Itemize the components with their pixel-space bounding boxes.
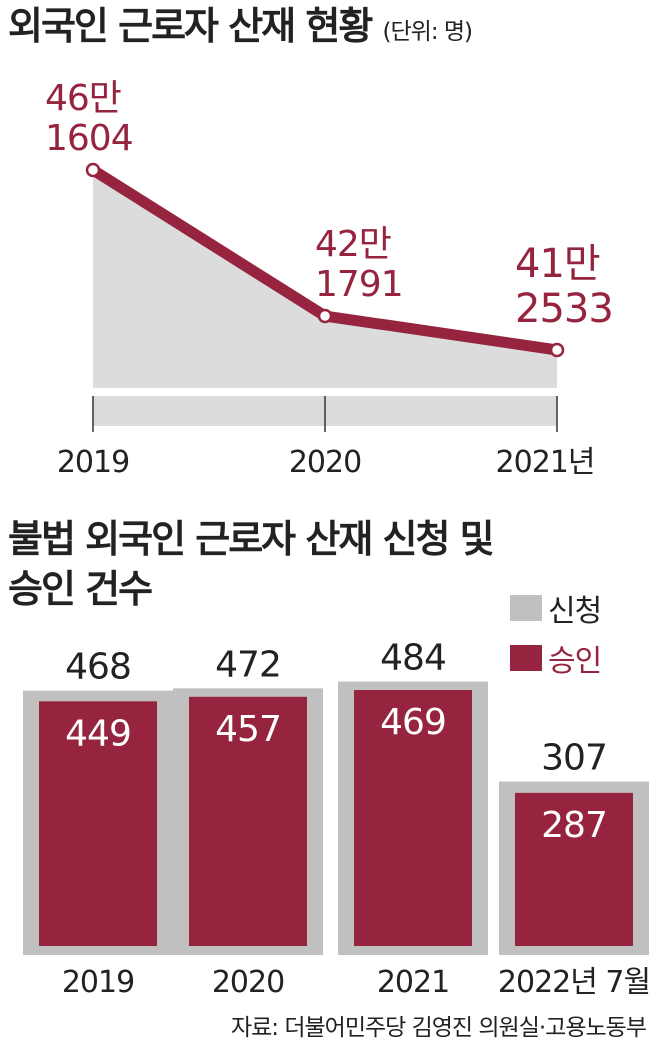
legend-item-applied: 신청 [510,586,602,630]
bar-category-label-0: 2019 [62,965,134,1000]
x-tick-label-1: 2020 [289,445,361,480]
value-label-1-top: 42만 [315,224,391,265]
bar-approved-0 [39,701,157,946]
x-tick-label-2: 2021년 [496,445,595,480]
bar-approved-2 [354,690,472,946]
bar-category-label-1: 2020 [212,965,284,1000]
bar-label-applied-0: 468 [65,647,131,688]
chart2-title: 불법 외국인 근로자 산재 신청 및 승인 건수 [8,514,495,614]
bar-approved-1 [189,696,307,946]
value-label-2-bottom: 2533 [515,286,613,332]
legend-item-approved: 승인 [510,636,602,680]
chart1-title: 외국인 근로자 산재 현황 (단위: 명) [8,4,473,48]
value-label-1-bottom: 1791 [315,264,403,305]
bar-label-approved-0: 449 [65,713,131,754]
legend-swatch-applied [510,595,542,621]
bar-label-applied-2: 484 [380,638,446,679]
data-point-2021년 [549,342,565,358]
bar-label-approved-3: 287 [541,805,607,846]
legend-label-approved: 승인 [548,644,602,679]
value-label-0-top: 46만 [45,78,121,119]
bar-label-approved-2: 469 [380,702,446,743]
bar-approved-3 [515,792,633,946]
chart1-unit: (단위: 명) [382,19,473,45]
bar-label-applied-1: 472 [215,644,281,685]
x-tick-label-0: 2019 [57,445,129,480]
value-label-2-top: 41만 [515,241,600,287]
bar-category-label-3: 2022년 7월 [498,965,650,1000]
chart2-title-line-2: 승인 건수 [8,567,153,611]
bar-category-label-2: 2021 [377,965,449,1000]
source-note: 자료: 더불어민주당 김영진 의원실·고용노동부 [230,1015,647,1041]
chart2-title-line-1: 불법 외국인 근로자 산재 신청 및 [8,517,495,561]
bar-label-approved-1: 457 [215,709,281,750]
legend-swatch-approved [510,645,542,671]
data-point-2020 [317,308,333,324]
data-point-2019 [85,162,101,178]
legend-label-applied: 신청 [548,594,602,629]
bar-label-applied-3: 307 [541,738,607,779]
value-label-0-bottom: 1604 [45,118,133,159]
